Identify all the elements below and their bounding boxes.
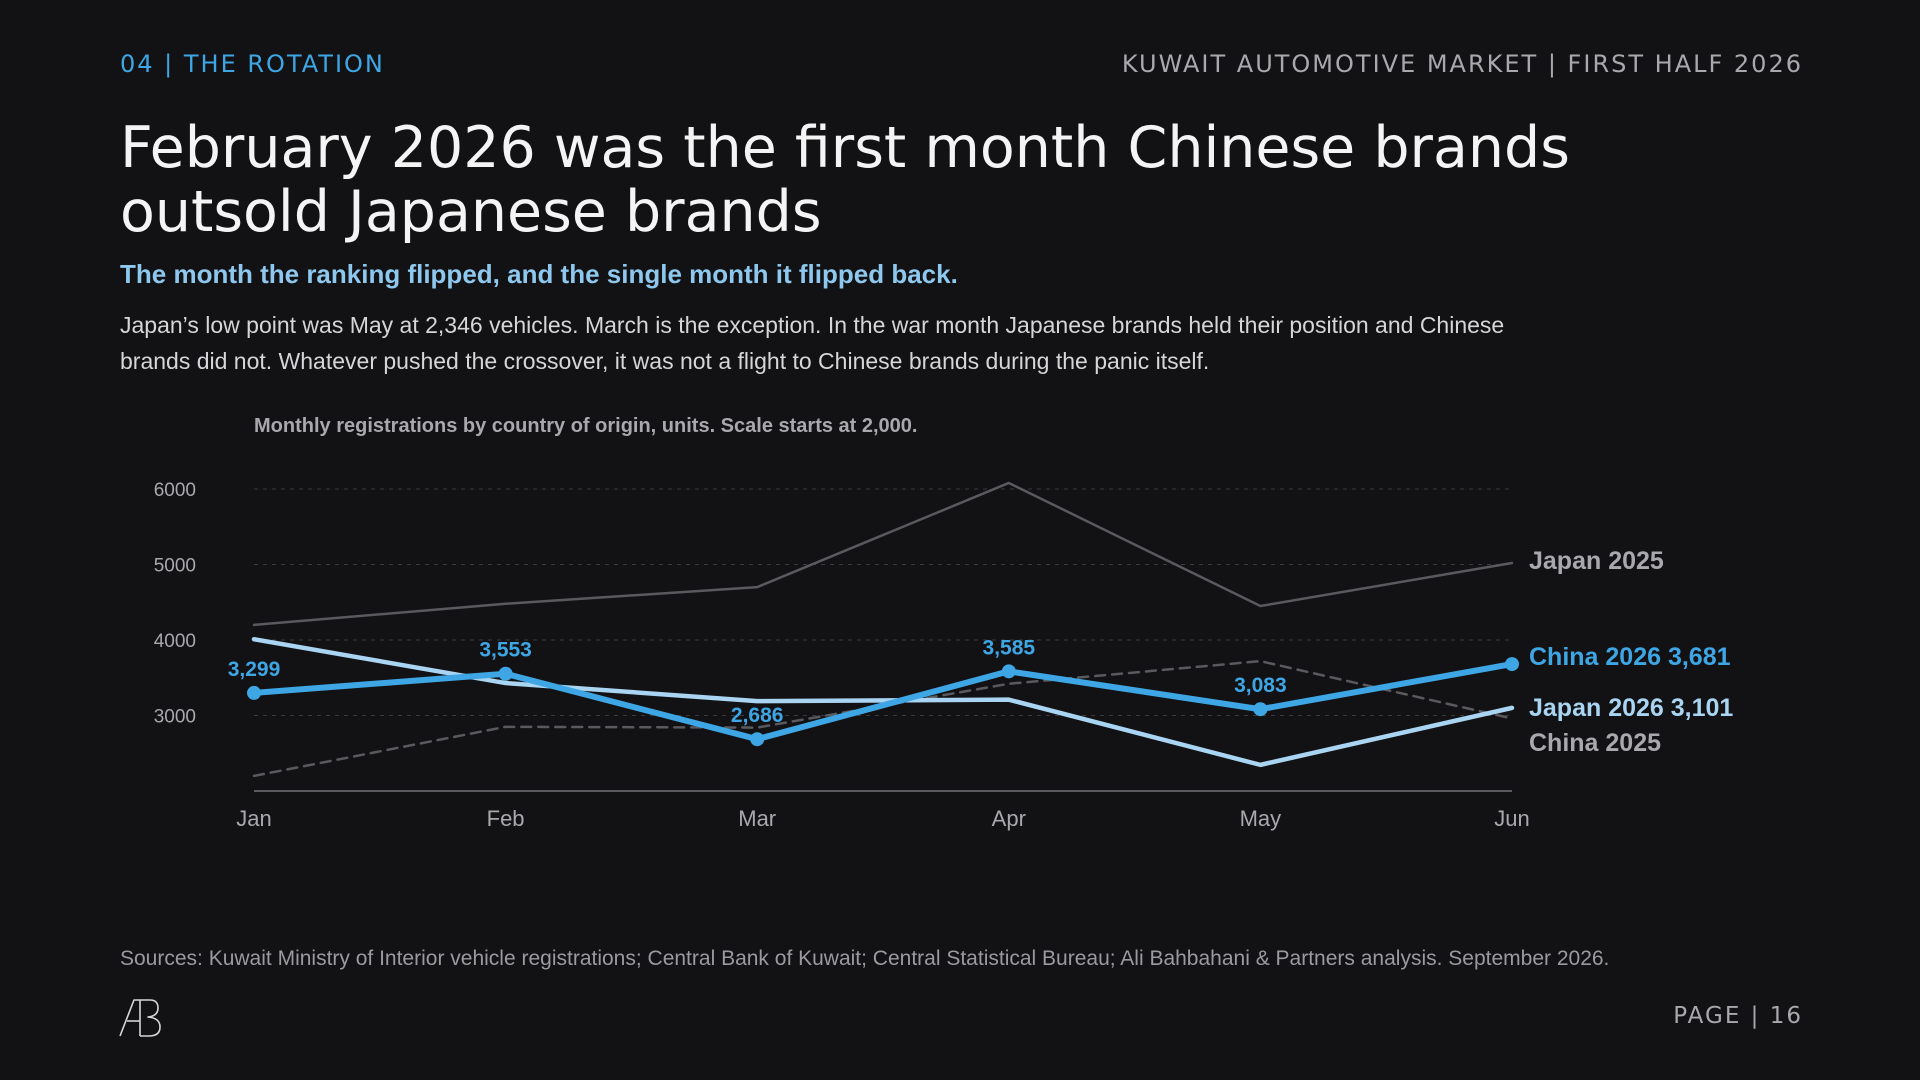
data-label: 3,083 <box>1234 674 1287 697</box>
data-point <box>498 666 513 681</box>
y-tick-label: 5000 <box>154 556 196 577</box>
series-line-china-2026 <box>251 661 1515 743</box>
y-tick-label: 6000 <box>154 480 196 501</box>
series-line-japan-2026 <box>251 636 1515 768</box>
chart: Monthly registrations by country of orig… <box>0 400 1920 860</box>
x-tick-label: May <box>1240 806 1282 831</box>
series-end-label: Japan 2026 3,101 <box>1529 694 1733 722</box>
data-point <box>750 732 765 747</box>
y-tick-label: 4000 <box>154 631 196 652</box>
data-label: 3,299 <box>228 658 281 681</box>
data-point <box>1001 664 1016 679</box>
data-point <box>247 685 261 700</box>
data-point <box>1505 657 1519 672</box>
data-label: 3,553 <box>479 639 532 662</box>
headline: February 2026 was the first month Chines… <box>120 115 1570 245</box>
data-label: 2,686 <box>731 704 784 727</box>
logo <box>118 997 164 1037</box>
x-tick-label: Jan <box>236 806 271 831</box>
x-tick-label: Mar <box>738 806 776 831</box>
data-label: 3,585 <box>983 636 1036 659</box>
y-tick-label: 3000 <box>154 707 196 728</box>
body-text: Japan’s low point was May at 2,346 vehic… <box>120 312 1505 374</box>
series-end-label: China 2026 3,681 <box>1529 643 1731 671</box>
x-tick-label: Jun <box>1494 806 1529 831</box>
series-end-label: China 2025 <box>1529 729 1661 757</box>
series-line-japan-2025 <box>252 481 1514 627</box>
section-tag: 04 | THE ROTATION <box>120 50 385 78</box>
series-end-label: Japan 2025 <box>1529 547 1664 575</box>
line-chart: Monthly registrations by country of orig… <box>154 415 1734 831</box>
data-point <box>1253 702 1268 717</box>
x-tick-label: Apr <box>992 806 1026 831</box>
page-number: PAGE | 16 <box>1673 1003 1803 1029</box>
report-title: KUWAIT AUTOMOTIVE MARKET | FIRST HALF 20… <box>1121 50 1803 78</box>
sources-note: Sources: Kuwait Ministry of Interior veh… <box>120 947 1610 970</box>
subhead: The month the ranking flipped, and the s… <box>120 259 958 289</box>
x-tick-label: Feb <box>487 806 525 831</box>
chart-title: Monthly registrations by country of orig… <box>254 415 917 437</box>
